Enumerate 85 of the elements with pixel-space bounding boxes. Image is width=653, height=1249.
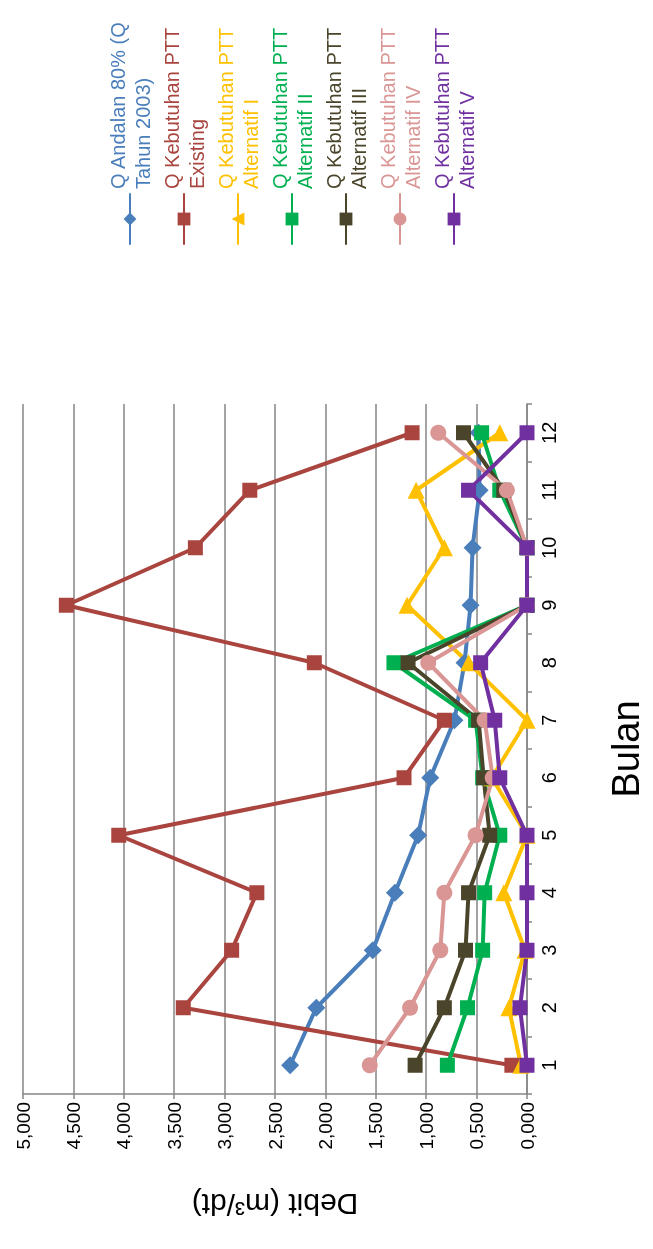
y-tick-label: 3	[538, 944, 560, 956]
point	[467, 827, 484, 844]
point	[187, 540, 203, 556]
x-tick-label: 3,500	[163, 1102, 185, 1150]
x-tick-label: 4,000	[113, 1102, 135, 1150]
point	[421, 768, 440, 787]
point	[430, 424, 447, 441]
y-tick-label: 4	[538, 887, 560, 899]
point	[461, 482, 477, 498]
point	[458, 942, 474, 958]
x-tick-label: 2,000	[314, 1102, 336, 1150]
point	[482, 827, 498, 843]
point	[175, 1000, 191, 1016]
point	[436, 884, 453, 901]
point	[398, 596, 416, 614]
y-tick-label: 6	[538, 772, 560, 784]
point	[436, 1000, 452, 1016]
point	[519, 425, 535, 441]
y-tick-label: 5	[538, 829, 560, 841]
point	[224, 942, 240, 958]
point	[404, 425, 420, 441]
point	[492, 770, 508, 786]
point	[249, 885, 265, 901]
x-tick-label: 0,000	[516, 1102, 538, 1150]
point	[432, 942, 449, 959]
y-tick-label: 7	[538, 714, 560, 726]
point	[463, 538, 482, 557]
point	[477, 885, 493, 901]
point	[386, 655, 402, 671]
point	[409, 826, 428, 845]
point	[361, 1057, 378, 1074]
y-tick-label: 9	[538, 599, 560, 611]
x-tick-label: 0,500	[466, 1102, 488, 1150]
x-tick-label: 2,500	[264, 1102, 286, 1150]
x-tick-label: 4,500	[62, 1102, 84, 1150]
point	[491, 424, 509, 442]
point	[474, 425, 490, 441]
point	[242, 482, 258, 498]
point	[385, 883, 404, 902]
point	[461, 596, 480, 615]
point	[495, 884, 513, 902]
y-tick-label: 2	[538, 1002, 560, 1014]
text: Q Kebutuhan PTT Alternatif V	[430, 22, 478, 189]
point	[420, 654, 437, 671]
x-tick-label: 1,000	[415, 1102, 437, 1150]
point	[58, 597, 74, 613]
point	[306, 655, 322, 671]
text: Q Andalan 80% (Q Tahun 2003)	[106, 16, 154, 189]
point	[461, 885, 477, 901]
point	[519, 1057, 535, 1073]
x-axis-title: Debit (m³/dt)	[191, 1187, 359, 1221]
text: Q Kebutuhan PTT Alternatif I	[214, 22, 262, 189]
text: Q Kebutuhan PTT Alternatif II	[268, 22, 316, 189]
text: Q Kebutuhan PTT Alternatif IV	[376, 22, 424, 189]
point	[439, 1057, 455, 1073]
point	[407, 1057, 423, 1073]
point	[111, 827, 127, 843]
point	[363, 941, 382, 960]
point	[435, 539, 453, 557]
point	[475, 942, 491, 958]
point	[460, 1000, 476, 1016]
x-tick-label: 5,000	[12, 1102, 34, 1150]
point	[402, 999, 419, 1016]
y-axis-title: Bulan	[605, 700, 647, 798]
point	[519, 885, 535, 901]
point	[307, 998, 326, 1017]
text: Q Kebutuhan PTT Existing	[160, 22, 208, 189]
point	[473, 655, 489, 671]
x-tick-label: 3,000	[214, 1102, 236, 1150]
point	[281, 1056, 300, 1075]
y-tick-label: 10	[538, 536, 560, 559]
text: Q Kebutuhan PTT Alternatif III	[322, 22, 370, 189]
point	[512, 1000, 528, 1016]
y-tick-label: 12	[538, 421, 560, 444]
y-tick-label: 11	[538, 479, 560, 501]
point	[407, 481, 425, 499]
point	[456, 425, 471, 441]
point	[436, 712, 452, 728]
y-tick-label: 8	[538, 657, 560, 669]
x-tick-label: 1,500	[365, 1102, 387, 1150]
point	[400, 655, 416, 671]
point	[396, 770, 412, 786]
point	[487, 712, 503, 728]
point	[518, 711, 536, 729]
y-tick-label: 1	[538, 1059, 560, 1071]
